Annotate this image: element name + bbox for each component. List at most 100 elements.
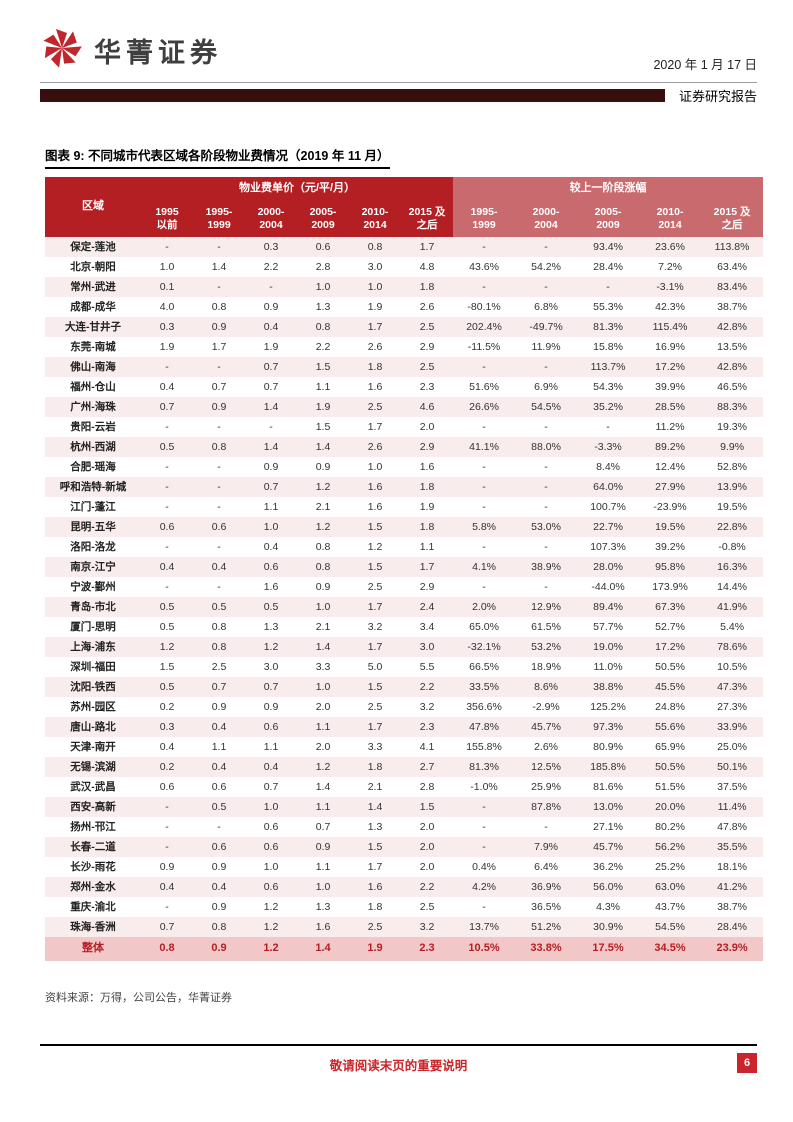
value-cell: 1.1 <box>315 720 331 733</box>
value-cell: - <box>606 420 610 433</box>
value-cell: - <box>482 540 486 553</box>
value-cell: 1.9 <box>315 400 331 413</box>
value-cell: 1.4 <box>315 640 331 653</box>
value-cell: 0.9 <box>211 700 227 713</box>
value-cell: 10.5% <box>468 942 500 955</box>
value-cell: 47.3% <box>717 680 747 693</box>
value-cell: 11.4% <box>717 800 747 813</box>
value-cell: 1.0 <box>159 260 175 273</box>
value-cell: - <box>482 800 486 813</box>
region-cell: 北京-朝阳 <box>70 260 116 273</box>
value-cell: 100.7% <box>590 500 626 513</box>
table-group-header-row: 区域 物业费单价（元/平/月） 较上一阶段涨幅 <box>45 177 764 237</box>
value-cell: 97.3% <box>593 720 623 733</box>
value-cell: - <box>165 420 169 433</box>
region-cell: 西安-高新 <box>70 800 116 813</box>
value-cell: 2.9 <box>419 340 435 353</box>
region-cell: 福州-仓山 <box>70 380 116 393</box>
value-cell: 0.7 <box>263 380 279 393</box>
property-fee-table: 区域 物业费单价（元/平/月） 较上一阶段涨幅 1995 以前 1995- 199… <box>45 177 764 961</box>
value-cell: 1.1 <box>315 860 331 873</box>
value-cell: 65.0% <box>469 620 499 633</box>
value-cell: 0.8 <box>315 320 331 333</box>
value-cell: 25.2% <box>655 860 685 873</box>
value-cell: 0.6 <box>263 840 279 853</box>
value-cell: 19.3% <box>717 420 747 433</box>
region-cell: 沈阳-铁西 <box>70 680 116 693</box>
value-cell: -44.0% <box>591 580 625 593</box>
value-cell: 42.8% <box>717 360 747 373</box>
value-cell: 35.5% <box>717 840 747 853</box>
value-cell: 0.9 <box>315 580 331 593</box>
value-cell: 2.5 <box>367 700 383 713</box>
value-cell: 6.9% <box>534 380 558 393</box>
value-cell: 1.7 <box>367 640 383 653</box>
value-cell: - <box>269 280 273 293</box>
value-cell: - <box>544 460 548 473</box>
value-cell: 80.9% <box>593 740 623 753</box>
table-row: 成都-成华 4.0 0.8 0.9 1.3 1.9 2.6 -80.1% 6.8% 55.3% 42… <box>45 297 763 317</box>
value-cell: 0.6 <box>159 780 175 793</box>
region-cell: 上海-浦东 <box>70 640 116 653</box>
value-cell: - <box>165 840 169 853</box>
table-row: 珠海-香洲 0.7 0.8 1.2 1.6 2.5 3.2 13.7% 51.2% 30.9% 54… <box>45 917 764 937</box>
value-cell: 2.0 <box>419 840 435 853</box>
value-cell: 1.6 <box>367 380 383 393</box>
table-row: 东莞-南城 1.9 1.7 1.9 2.2 2.6 2.9 -11.5% 11.9% 15.8% 1… <box>45 337 763 357</box>
region-cell: 广州-海珠 <box>70 400 116 413</box>
value-cell: 9.9% <box>720 440 745 453</box>
value-cell: 0.9 <box>211 320 227 333</box>
value-cell: 2.2 <box>419 680 435 693</box>
value-cell: 23.6% <box>655 240 685 253</box>
value-cell: 45.7% <box>531 720 561 733</box>
table-row: 厦门-思明 0.5 0.8 1.3 2.1 3.2 3.4 65.0% 61.5% 57.7% 52… <box>45 617 763 637</box>
region-cell: 扬州-邗江 <box>70 820 116 833</box>
value-cell: 10.5% <box>717 660 747 673</box>
region-cell: 佛山-南海 <box>70 360 116 373</box>
value-cell: 0.4 <box>211 760 227 773</box>
region-cell: 保定-莲池 <box>70 240 116 253</box>
value-cell: 15.8% <box>593 340 623 353</box>
value-cell: 0.7 <box>211 380 227 393</box>
value-cell: 2.2 <box>263 260 279 273</box>
value-cell: -49.7% <box>529 320 563 333</box>
value-cell: 1.7 <box>367 600 383 613</box>
value-cell: 1.0 <box>367 280 383 293</box>
value-cell: 2.8 <box>315 260 331 273</box>
table-row: 贵阳-云岩 - - - 1.5 1.7 2.0 - - - 11.2% 19.3% <box>45 417 763 437</box>
value-cell: - <box>544 240 548 253</box>
value-cell: 34.5% <box>654 942 686 955</box>
value-cell: 2.3 <box>419 942 435 955</box>
value-cell: 1.8 <box>367 760 383 773</box>
value-cell: 1.5 <box>367 520 383 533</box>
value-cell: 1.0 <box>263 520 279 533</box>
value-cell: 4.1 <box>419 740 435 753</box>
value-cell: 1.1 <box>315 380 331 393</box>
value-cell: 0.4 <box>211 880 227 893</box>
value-cell: 1.1 <box>263 500 279 513</box>
value-cell: 2.0 <box>419 820 435 833</box>
value-cell: - <box>544 480 548 493</box>
report-date: 2020 年 1 月 17 日 <box>653 58 757 72</box>
region-cell: 江门-蓬江 <box>70 500 116 513</box>
value-cell: 6.4% <box>534 860 558 873</box>
value-cell: 1.8 <box>419 520 435 533</box>
value-cell: 20.0% <box>655 800 685 813</box>
value-cell: 202.4% <box>466 320 502 333</box>
value-cell: 38.7% <box>717 300 747 313</box>
value-cell: 0.5 <box>211 800 227 813</box>
page-header: 华菁证券 2020 年 1 月 17 日 <box>40 26 757 75</box>
value-cell: 36.9% <box>531 880 561 893</box>
value-cell: 2.5 <box>367 580 383 593</box>
value-cell: 0.5 <box>159 620 175 633</box>
value-cell: - <box>217 420 221 433</box>
value-cell: 0.9 <box>211 400 227 413</box>
value-cell: 2.3 <box>419 380 435 393</box>
value-cell: 43.6% <box>469 260 499 273</box>
region-cell: 南京-江宁 <box>70 560 116 573</box>
value-cell: 3.4 <box>419 620 435 633</box>
value-cell: 4.1% <box>472 560 496 573</box>
region-cell: 长沙-雨花 <box>70 860 116 873</box>
column-header-region: 区域 <box>45 177 141 237</box>
value-cell: 0.6 <box>211 840 227 853</box>
